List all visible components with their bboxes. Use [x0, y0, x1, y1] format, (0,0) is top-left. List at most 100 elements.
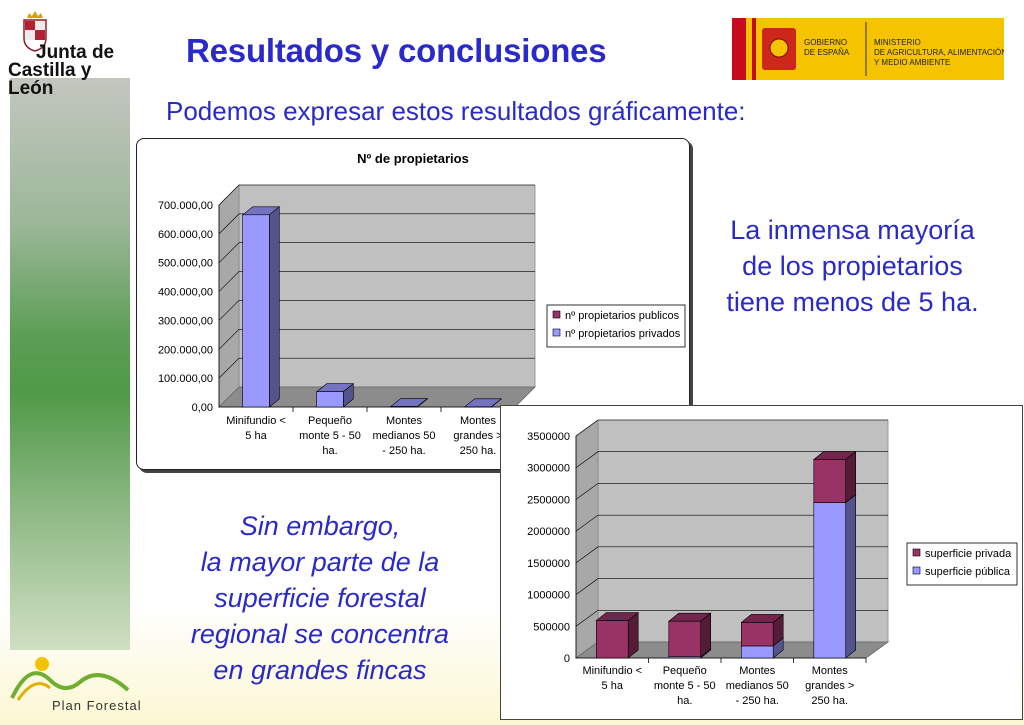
junta-castilla-leon-logo	[10, 8, 132, 78]
grid-line	[575, 609, 888, 627]
legend-swatch	[912, 548, 921, 557]
x-tick-label: Montes	[739, 665, 776, 677]
y-tick-label: 100.000,00	[158, 373, 213, 385]
bar-side	[269, 206, 280, 408]
bar-side	[845, 493, 857, 659]
y-tick-label: 700.000,00	[158, 200, 213, 212]
ministry-line2: DE AGRICULTURA, ALIMENTACIÓN	[874, 48, 1004, 57]
y-tick-label: 500000	[533, 621, 570, 633]
y-tick-label: 3500000	[527, 431, 570, 443]
side-decorative-bar	[10, 78, 130, 650]
y-tick-label: 300.000,00	[158, 315, 213, 327]
x-tick-label: Pequeño	[308, 415, 352, 427]
x-tick-label: medianos 50	[373, 430, 436, 442]
bar	[668, 620, 702, 658]
y-tick-label: 2500000	[527, 494, 570, 506]
x-tick-label: Pequeño	[663, 665, 707, 677]
y-tick-label: 1000000	[527, 590, 570, 602]
plot-side-wall	[575, 419, 599, 659]
y-tick-label: 3000000	[527, 463, 570, 475]
x-tick-label: 5 ha	[602, 680, 624, 692]
bar-side	[627, 611, 639, 659]
x-tick-label: monte 5 - 50	[654, 680, 716, 692]
bar	[741, 622, 774, 647]
y-tick-label: 500.000,00	[158, 258, 213, 270]
surface-chart: 0 500000 1000000 1500000 2000000 2500000 30000…	[500, 405, 1023, 720]
legend-label: nº propietarios privados	[565, 328, 681, 340]
conclusion-left-line: la mayor parte de la	[200, 547, 440, 577]
surface-chart-svg: 0 500000 1000000 1500000 2000000 2500000 30000…	[527, 419, 1018, 707]
bar	[242, 214, 270, 408]
page-title: Resultados y conclusiones	[186, 32, 607, 69]
grid-line	[575, 546, 888, 564]
gov-line1: GOBIERNO	[804, 38, 847, 47]
legend-label: nº propietarios publicos	[565, 310, 680, 322]
legend-swatch	[552, 310, 561, 319]
ministry-line1: MINISTERIO	[874, 38, 921, 47]
conclusion-left-line: regional se concentra	[190, 619, 450, 649]
x-tick-label: Minifundio <	[226, 415, 286, 427]
bar-side	[845, 450, 857, 504]
gobierno-espana-logo: GOBIERNO DE ESPAÑA MINISTERIO DE AGRICUL…	[732, 18, 1004, 80]
x-tick-label: Montes	[812, 665, 849, 677]
ministry-line3: Y MEDIO AMBIENTE	[874, 58, 950, 67]
y-tick-label: 400.000,00	[158, 287, 213, 299]
plan-forestal-text: Plan Forestal	[52, 698, 142, 713]
conclusion-left-line: Sin embargo,	[239, 511, 401, 541]
legend-box	[546, 304, 686, 348]
conclusion-right-line: tiene menos de 5 ha.	[726, 287, 979, 317]
x-tick-label: 250 ha.	[460, 445, 497, 457]
y-tick-label: 2000000	[527, 526, 570, 538]
bar	[741, 645, 774, 659]
x-tick-label: grandes >	[805, 680, 854, 692]
grid-line	[575, 514, 888, 532]
bar	[316, 391, 344, 408]
conclusion-right-line: de los propietarios	[742, 251, 963, 281]
x-tick-label: - 250 ha.	[382, 445, 425, 457]
org-logo-line1: Junta de	[36, 42, 115, 63]
bar	[813, 459, 846, 503]
chart-title: Nº de propietarios	[357, 151, 469, 166]
x-tick-label: monte 5 - 50	[299, 430, 361, 442]
legend-swatch	[912, 566, 921, 575]
y-tick-label: 0	[564, 653, 570, 665]
legend-swatch	[552, 328, 561, 337]
page-subtitle: Podemos expresar estos resultados gráfic…	[166, 96, 746, 126]
x-tick-label: Montes	[386, 415, 423, 427]
grid-line	[218, 213, 535, 235]
plot-back-wall	[238, 184, 536, 388]
bar	[596, 620, 629, 659]
x-tick-label: grandes >	[453, 430, 502, 442]
y-tick-label: 200.000,00	[158, 344, 213, 356]
y-tick-label: 0,00	[192, 402, 213, 414]
x-tick-label: 250 ha.	[811, 695, 848, 707]
x-tick-label: ha.	[677, 695, 692, 707]
y-tick-label: 1500000	[527, 558, 570, 570]
grid-line	[218, 357, 535, 379]
grid-line	[218, 271, 535, 292]
grid-line	[218, 242, 535, 263]
grid-line	[218, 300, 535, 321]
x-tick-label: Montes	[460, 415, 497, 427]
grid-line	[575, 451, 888, 468]
conclusion-right-line: La inmensa mayoría	[730, 215, 975, 245]
org-logo-text: Junta de Castilla y León	[8, 42, 134, 99]
conclusion-left-line: en grandes fincas	[213, 655, 427, 685]
x-tick-label: - 250 ha.	[736, 695, 779, 707]
grid-line	[218, 328, 535, 350]
plot-side-wall	[218, 184, 240, 408]
x-tick-label: ha.	[322, 445, 337, 457]
grid-line	[575, 578, 888, 595]
grid-line	[218, 184, 535, 206]
conclusion-right: La inmensa mayoría de los propietarios t…	[700, 212, 1005, 320]
x-tick-label: 5 ha	[245, 430, 267, 442]
x-tick-label: medianos 50	[726, 680, 789, 692]
conclusion-left: Sin embargo, la mayor parte de la superf…	[160, 508, 480, 688]
y-tick-label: 600.000,00	[158, 229, 213, 241]
legend-box	[906, 542, 1018, 586]
gov-line2: DE ESPAÑA	[804, 48, 850, 57]
x-tick-label: Minifundio <	[582, 665, 642, 677]
grid-line	[575, 419, 888, 437]
owners-chart-svg: 0,00 100.000,00 200.000,00 300.000,00 400.00…	[158, 151, 686, 457]
org-logo-line2: Castilla y León	[8, 60, 92, 99]
